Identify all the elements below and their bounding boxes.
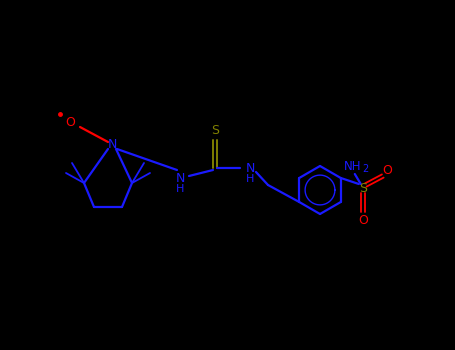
Text: S: S	[211, 125, 219, 138]
Text: H: H	[246, 174, 254, 184]
Text: NH: NH	[344, 160, 362, 173]
Text: N: N	[107, 139, 116, 152]
Text: N: N	[175, 172, 185, 184]
Text: H: H	[176, 184, 184, 194]
Text: 2: 2	[363, 164, 369, 174]
Text: N: N	[245, 161, 255, 175]
Text: O: O	[382, 164, 392, 177]
Text: O: O	[358, 215, 368, 228]
Text: S: S	[359, 182, 367, 195]
Text: O: O	[65, 116, 75, 128]
